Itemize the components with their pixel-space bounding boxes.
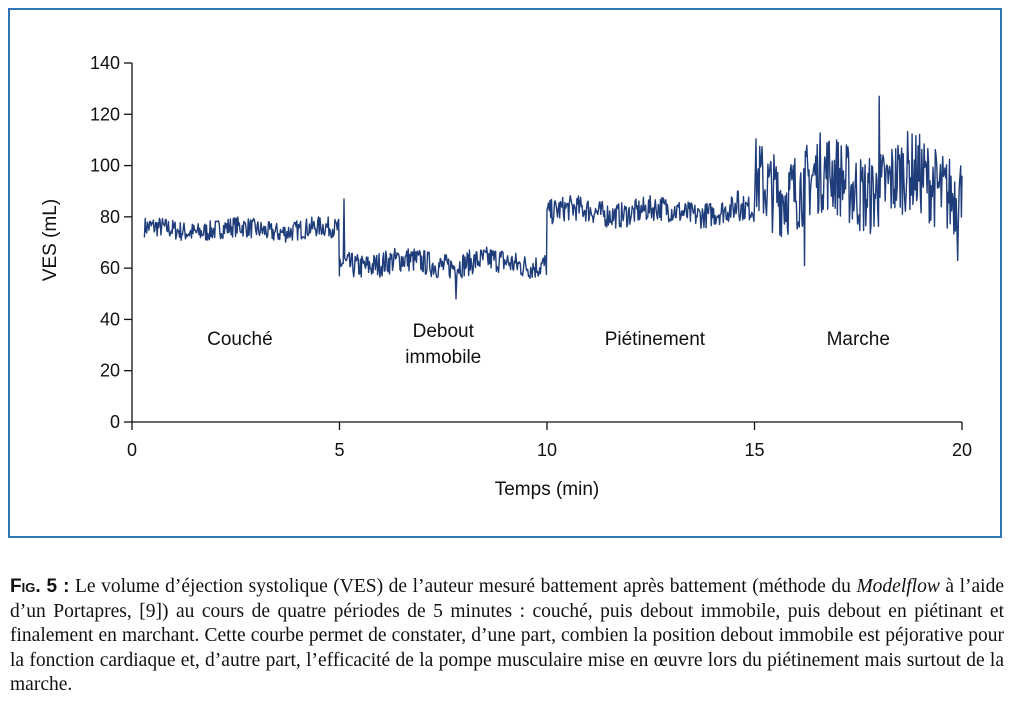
y-axis-label: VES (mL) bbox=[40, 199, 61, 281]
period-labels: Couché Debout immobile Piétinement Marche bbox=[207, 321, 890, 368]
period-label: Marche bbox=[827, 329, 890, 350]
period-label: Piétinement bbox=[605, 329, 706, 350]
ves-series-line bbox=[143, 95, 963, 300]
caption-text-2: à l’aide d’un Portapres, [9]) au cours d… bbox=[10, 576, 1005, 695]
y-tick-label: 120 bbox=[90, 104, 120, 124]
y-tick-label: 20 bbox=[100, 361, 120, 381]
caption-italic-term: Modelflow bbox=[856, 576, 940, 597]
y-tick-label: 80 bbox=[100, 207, 120, 227]
x-tick-label: 10 bbox=[537, 440, 557, 460]
x-tick-label: 15 bbox=[744, 440, 764, 460]
x-axis-label: Temps (min) bbox=[495, 479, 600, 500]
x-tick-label: 20 bbox=[952, 440, 972, 460]
chart: 0 20 40 60 80 100 120 140 0 5 10 15 20 Temps (min) V… bbox=[40, 53, 972, 500]
chart-labels: Temps (min) VES (mL) bbox=[40, 199, 599, 500]
period-label: Couché bbox=[207, 329, 273, 350]
figure-frame bbox=[8, 8, 1002, 538]
y-tick-label: 60 bbox=[100, 258, 120, 278]
y-tick-label: 0 bbox=[110, 412, 120, 432]
y-tick-label: 40 bbox=[100, 309, 120, 329]
axes: 0 20 40 60 80 100 120 140 0 5 10 15 20 bbox=[90, 53, 972, 460]
y-tick-label: 100 bbox=[90, 156, 120, 176]
x-tick-label: 0 bbox=[127, 440, 137, 460]
caption-text-1: Le volume d’éjection systolique (VES) de… bbox=[69, 576, 857, 597]
period-label: Debout immobile bbox=[405, 321, 481, 368]
x-tick-label: 5 bbox=[334, 440, 344, 460]
figure-label: Fig. 5 : bbox=[10, 576, 70, 597]
figure-caption: Fig. 5 : Le volume d’éjection systolique… bbox=[10, 575, 1004, 698]
y-tick-label: 140 bbox=[90, 53, 120, 73]
